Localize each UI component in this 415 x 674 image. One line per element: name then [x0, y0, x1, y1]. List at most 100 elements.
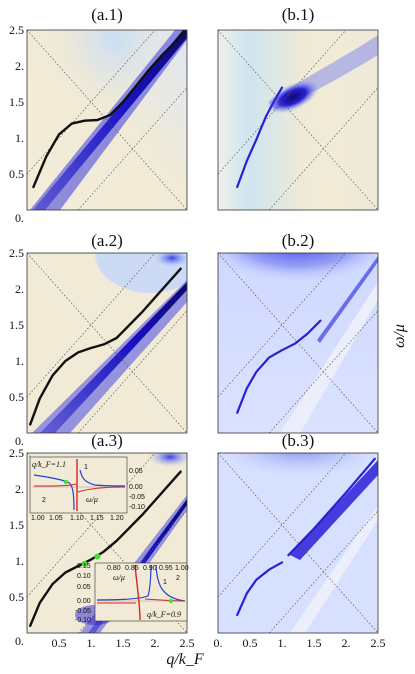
inset-upper-ytick-3: -0.10 [129, 504, 145, 511]
panel-title-a2: (a.2) [91, 231, 123, 250]
inset-lower-curve-1b [155, 564, 186, 602]
inset-lower-background [94, 562, 188, 622]
panel-b2-continuum [280, 282, 378, 433]
inset-lower-xtick-2: 0.90 [143, 565, 157, 572]
b3-xtick-4: 2. [342, 636, 351, 650]
a3-ytick-3: 1.5 [9, 518, 24, 532]
a3-xtick-3: 1.5 [116, 636, 131, 650]
a3-marker-0 [81, 560, 88, 567]
y-axis-label: ω/μ [391, 324, 408, 348]
a2-guide-line-1 [77, 310, 187, 433]
panel-a3-frame [26, 452, 188, 634]
b1-guide-line-0 [218, 30, 378, 210]
a1-guide-line-0 [27, 30, 187, 210]
inset-lower-xlabel: ω/μ [113, 573, 125, 582]
a3-xtick-1: 0.5 [52, 636, 67, 650]
b3-guide-line-0 [218, 453, 378, 633]
inset-lower-ytick-0: 0.15 [77, 563, 91, 570]
a3-xtick-2: 1. [87, 636, 96, 650]
a2-ytick-3: 1.5 [9, 318, 24, 332]
panel-a3-top-blob [148, 453, 187, 467]
inset-lower-ytick-1: 0.10 [77, 573, 91, 580]
b2-guide-line-0 [218, 253, 378, 433]
a2-ytick-5: 2.5 [9, 246, 24, 260]
inset-upper-curve-1b [79, 469, 126, 487]
panel-b2-edge [317, 256, 378, 343]
b3-xtick-2: 1. [278, 636, 287, 650]
b3-xtick-3: 1.5 [307, 636, 322, 650]
inset-lower-label-2: 2 [176, 575, 180, 582]
panel-title-a1: (a.1) [91, 5, 123, 24]
a2-ytick-2: 1. [15, 354, 24, 368]
b3-series-1-line [287, 457, 376, 557]
inset-lower-ytick-5: -0.10 [75, 617, 91, 624]
inset-upper-background [29, 456, 128, 514]
inset-lower-xtick-3: 0.95 [159, 565, 173, 572]
a3-series-0-line [29, 470, 182, 627]
inset-lower-xtick-0: 0.80 [107, 565, 121, 572]
b3-guide-line-2 [218, 453, 347, 598]
b1-guide-line-2 [218, 30, 347, 175]
panel-a1-continuum-core [33, 30, 187, 210]
b3-series-0-line [236, 561, 284, 617]
a2-guide-line-2 [27, 253, 156, 398]
inset-upper-annotation: q/k_F=1.1 [32, 460, 66, 469]
a1-series-0-line [32, 31, 185, 189]
inset-upper-curve-2b [33, 483, 126, 493]
inset-lower-ytick-2: 0.05 [77, 584, 91, 591]
a3-ytick-5: 2.5 [9, 446, 24, 460]
a3-xtick-5: 2.5 [180, 636, 195, 650]
panel-title-b3: (b.3) [282, 431, 315, 450]
b3-xtick-1: 0.5 [243, 636, 258, 650]
inset-lower-ytick-4: -0.05 [75, 608, 91, 615]
panel-a1-frame [26, 29, 188, 211]
inset-lower-curve-2b [97, 598, 186, 604]
inset-upper: q/k_F=1.1 1 2 ω/μ 1.00 1.05 1.10 1.15 1.… [29, 456, 145, 522]
a2-ytick-4: 2. [15, 282, 24, 296]
inset-lower-xtick-4: 1.00 [175, 565, 189, 572]
panel-b3-frame [217, 452, 379, 634]
panel-b3-continuum [290, 505, 378, 633]
a1-guide-line-2 [27, 30, 156, 175]
inset-upper-label-1: 1 [84, 464, 88, 471]
b3-xtick-5: 2.5 [371, 636, 386, 650]
panel-b3-band [290, 460, 378, 560]
panel-title-b2: (b.2) [282, 231, 315, 250]
inset-lower-label-1: 1 [163, 579, 167, 586]
inset-upper-xtick-0: 1.00 [31, 515, 45, 522]
panel-b1-frame [217, 29, 379, 211]
inset-upper-xtick-3: 1.15 [90, 515, 104, 522]
inset-upper-ytick-1: 0.00 [129, 484, 143, 491]
panel-a2-continuum [32, 280, 187, 433]
panel-b1-blob [267, 80, 319, 114]
panel-title-a3: (a.3) [91, 431, 123, 450]
panel-a2-continuum-core [40, 282, 187, 433]
a2-ytick-1: 0.5 [9, 390, 24, 404]
a3-xtick-4: 2. [151, 636, 160, 650]
a1-ytick-4: 2. [15, 59, 24, 73]
b1-series-0-line [236, 86, 284, 189]
a1-ytick-1: 0.5 [9, 167, 24, 181]
panel-a2-top-blob [154, 253, 187, 267]
b3-guide-line-1 [268, 510, 378, 633]
b2-guide-line-2 [218, 253, 347, 398]
b1-guide-line-1 [268, 87, 378, 210]
inset-lower-annotation: q/k_F=0.9 [147, 610, 181, 619]
a1-ytick-3: 1.5 [9, 95, 24, 109]
a1-ytick-5: 2.5 [9, 23, 24, 37]
a2-series-0-line [29, 267, 182, 426]
b2-series-0-line [236, 319, 322, 414]
inset-upper-xtick-4: 1.20 [110, 515, 124, 522]
inset-lower-xtick-1: 0.85 [125, 565, 139, 572]
inset-upper-xlabel: ω/μ [86, 495, 98, 504]
a3-ytick-0: 0. [15, 634, 24, 648]
panel-b2-frame [217, 252, 379, 434]
a3-ytick-1: 0.5 [9, 590, 24, 604]
inset-upper-ytick-0: 0.05 [129, 468, 143, 475]
inset-lower-ytick-3: 0.00 [77, 598, 91, 605]
panel-a2-frame [26, 252, 188, 434]
inset-upper-marker [63, 479, 69, 485]
inset-lower-marker [168, 598, 174, 604]
x-axis-label: q/k_F [166, 651, 204, 668]
